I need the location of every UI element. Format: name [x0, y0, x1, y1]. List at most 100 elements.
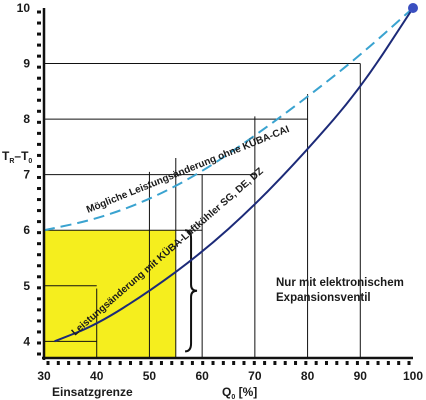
y-axis-minor-tick	[37, 198, 41, 202]
x-axis-minor-tick	[46, 361, 50, 365]
y-axis-minor-tick	[37, 21, 41, 25]
y-axis-label-t: T	[2, 149, 10, 163]
x-axis-minor-tick	[67, 361, 71, 365]
x-tick-label: 100	[403, 369, 423, 383]
y-axis-minor-tick	[37, 98, 41, 102]
y-axis-minor-tick	[37, 120, 41, 124]
y-tick-label: 6	[23, 223, 30, 237]
series-endpoint	[408, 3, 418, 13]
x-axis-minor-tick	[242, 361, 246, 365]
y-tick-label: 8	[23, 112, 30, 126]
x-axis-minor-tick	[159, 361, 163, 365]
y-axis-minor-tick	[37, 43, 41, 47]
y-axis-minor-tick	[37, 142, 41, 146]
x-axis-minor-tick	[139, 361, 143, 365]
y-axis-minor-tick	[37, 76, 41, 80]
x-tick-label: 40	[90, 369, 104, 383]
x-axis-minor-tick	[304, 361, 308, 365]
y-axis-minor-tick	[37, 32, 41, 36]
x-axis-minor-tick	[118, 361, 122, 365]
y-axis-minor-tick	[37, 286, 41, 290]
x-axis-minor-tick	[221, 361, 225, 365]
y-tick-label: 5	[23, 279, 30, 293]
bracket	[184, 229, 198, 353]
x-axis-minor-tick	[232, 361, 236, 365]
y-axis-label: TR–T0	[2, 149, 32, 165]
x-axis-minor-tick	[170, 361, 174, 365]
x-tick-label: 90	[354, 369, 368, 383]
y-axis-minor-tick	[37, 187, 41, 191]
x-axis-minor-tick	[263, 361, 267, 365]
y-axis-minor-tick	[37, 231, 41, 235]
x-axis-label-sub: 0	[231, 394, 235, 400]
y-axis-label-sub-0: 0	[28, 158, 32, 165]
x-axis-label-q: Q	[222, 385, 231, 399]
x-axis-minor-tick	[190, 361, 194, 365]
y-axis-minor-tick	[37, 175, 41, 179]
annotation-line-2: Expansionsventil	[276, 292, 371, 304]
x-axis-minor-tick	[273, 361, 277, 365]
y-axis-minor-tick	[37, 352, 41, 356]
x-axis-minor-tick	[129, 361, 133, 365]
x-axis-minor-tick	[201, 361, 205, 365]
x-axis-minor-tick	[77, 361, 81, 365]
y-axis-minor-tick	[37, 308, 41, 312]
x-axis-minor-tick	[366, 361, 370, 365]
x-tick-label: 30	[37, 369, 51, 383]
x-axis-minor-tick	[386, 361, 390, 365]
y-tick-label: 7	[23, 168, 30, 182]
x-axis-minor-tick	[283, 361, 287, 365]
x-axis-minor-tick	[324, 361, 328, 365]
x-axis-minor-tick	[314, 361, 318, 365]
y-axis-minor-tick	[37, 341, 41, 345]
y-axis-minor-tick	[37, 319, 41, 323]
y-axis-minor-tick	[37, 87, 41, 91]
x-axis-minor-tick	[355, 361, 359, 365]
x-tick-label: 80	[301, 369, 315, 383]
y-axis-minor-tick	[37, 65, 41, 69]
y-axis-minor-tick	[37, 209, 41, 213]
y-axis-minor-tick	[37, 242, 41, 246]
x-axis-left-label: Einsatzgrenze	[52, 385, 133, 399]
y-axis-label-sub-r: R	[9, 158, 14, 165]
y-axis-minor-tick	[37, 164, 41, 168]
y-axis-minor-tick	[37, 131, 41, 135]
x-axis-label: Q0 [%]	[222, 385, 257, 400]
x-tick-label: 70	[248, 369, 262, 383]
y-axis-label-mid: –T	[14, 149, 29, 163]
x-axis-minor-tick	[252, 361, 256, 365]
y-axis-minor-tick	[37, 264, 41, 268]
y-axis-minor-tick	[37, 109, 41, 113]
x-axis-minor-tick	[87, 361, 91, 365]
annotation-line-1: Nur mit elektronischem	[276, 277, 404, 289]
y-axis-minor-tick	[37, 253, 41, 257]
x-axis-minor-tick	[294, 361, 298, 365]
x-axis-minor-tick	[345, 361, 349, 365]
x-axis-minor-tick	[335, 361, 339, 365]
x-axis-minor-tick	[149, 361, 153, 365]
x-axis-minor-tick	[397, 361, 401, 365]
y-tick-label: 4	[23, 334, 30, 348]
x-axis-minor-tick	[108, 361, 112, 365]
y-axis-minor-tick	[37, 220, 41, 224]
series-line-solid	[54, 7, 414, 343]
x-tick-label: 50	[143, 369, 157, 383]
y-axis-minor-tick	[37, 297, 41, 301]
x-axis-label-tail: [%]	[235, 385, 257, 399]
y-tick-label: 10	[17, 1, 31, 15]
y-axis-minor-tick	[37, 10, 41, 14]
y-axis-minor-tick	[37, 153, 41, 157]
x-axis-minor-tick	[407, 361, 411, 365]
y-axis-minor-tick	[37, 330, 41, 334]
y-axis-minor-tick	[37, 54, 41, 58]
x-axis-minor-tick	[211, 361, 215, 365]
y-axis-minor-tick	[37, 275, 41, 279]
x-tick-label: 60	[195, 369, 209, 383]
x-axis-minor-tick	[56, 361, 60, 365]
series-line-dashed	[43, 7, 414, 232]
y-tick-label: 9	[23, 57, 30, 71]
x-axis-minor-tick	[180, 361, 184, 365]
x-axis-minor-tick	[98, 361, 102, 365]
x-axis-minor-tick	[376, 361, 380, 365]
